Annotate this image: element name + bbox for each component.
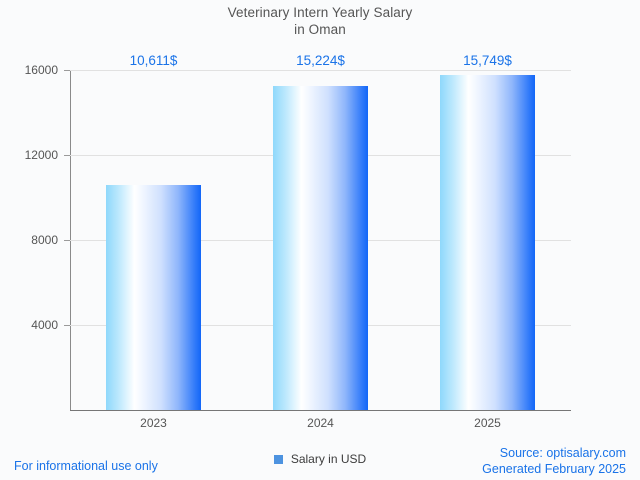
y-tick-label: 8000 bbox=[31, 233, 58, 247]
y-tick-mark bbox=[64, 155, 70, 156]
chart-subtitle: in Oman bbox=[294, 22, 346, 37]
x-tick-label: 2023 bbox=[140, 416, 167, 430]
legend-swatch-icon bbox=[273, 454, 283, 464]
bar-value-label: 15,749$ bbox=[463, 53, 512, 68]
x-tick-label: 2024 bbox=[307, 416, 334, 430]
y-tick-mark bbox=[64, 70, 70, 71]
y-tick-label: 16000 bbox=[24, 63, 58, 77]
footer-source-block: Source: optisalary.com Generated Februar… bbox=[482, 445, 626, 477]
chart-title-line1: Veterinary Intern Yearly Salary bbox=[227, 5, 413, 20]
chart-legend: Salary in USD bbox=[0, 452, 640, 466]
legend-item-label: Salary in USD bbox=[290, 452, 367, 466]
y-tick-mark bbox=[64, 325, 70, 326]
x-tick-label: 2025 bbox=[474, 416, 501, 430]
bar[interactable] bbox=[273, 86, 368, 410]
bar[interactable] bbox=[106, 184, 201, 410]
y-tick-label: 12000 bbox=[24, 148, 58, 162]
footer-generated: Generated February 2025 bbox=[482, 462, 626, 476]
x-axis-line bbox=[70, 410, 571, 412]
chart-title: Veterinary Intern Yearly Salary in Oman bbox=[0, 4, 640, 38]
bar[interactable] bbox=[440, 75, 535, 410]
bar-value-label: 15,224$ bbox=[296, 53, 345, 68]
footer-source: Source: optisalary.com bbox=[499, 446, 626, 460]
footer-disclaimer: For informational use only bbox=[14, 459, 158, 473]
y-tick-label: 4000 bbox=[31, 318, 58, 332]
gridline bbox=[70, 70, 571, 71]
bar-value-label: 10,611$ bbox=[129, 53, 178, 68]
y-tick-mark bbox=[64, 240, 70, 241]
